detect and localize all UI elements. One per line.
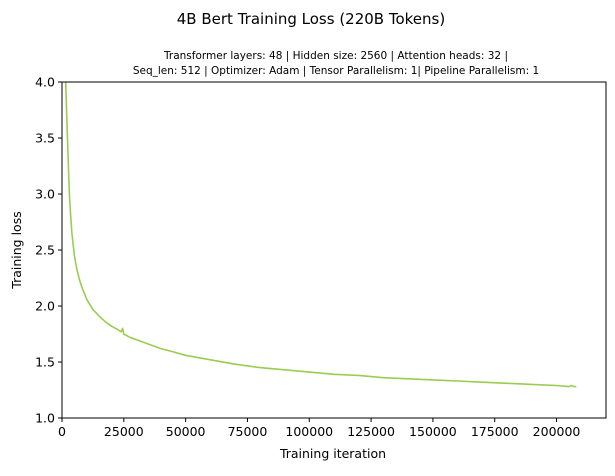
x-tick-label: 25000 xyxy=(104,424,144,439)
x-tick-label: 125000 xyxy=(347,424,395,439)
x-tick-label: 100000 xyxy=(285,424,333,439)
training-loss-line xyxy=(64,81,577,388)
y-tick-label: 3.0 xyxy=(35,187,55,202)
x-tick-label: 200000 xyxy=(533,424,581,439)
y-tick-label: 1.5 xyxy=(35,355,55,370)
x-tick-label: 150000 xyxy=(409,424,457,439)
chart-title: 4B Bert Training Loss (220B Tokens) xyxy=(177,10,445,28)
chart-subtitle-line-2: Seq_len: 512 | Optimizer: Adam | Tensor … xyxy=(133,65,539,77)
x-tick-label: 175000 xyxy=(471,424,519,439)
series-layer xyxy=(64,81,577,388)
y-axis-label: Training loss xyxy=(9,211,24,289)
x-tick-label: 50000 xyxy=(166,424,206,439)
y-tick-label: 1.0 xyxy=(35,411,55,426)
x-tick-label: 75000 xyxy=(228,424,268,439)
plot-frame xyxy=(61,81,607,419)
x-tick-label: 0 xyxy=(58,424,66,439)
tick-layer: 0 25000 50000 75000 100000 125000 150000 175000… xyxy=(35,75,580,440)
y-tick-label: 2.5 xyxy=(35,243,55,258)
y-tick-label: 3.5 xyxy=(35,131,55,146)
chart-subtitle-line-1: Transformer layers: 48 | Hidden size: 25… xyxy=(163,50,508,62)
x-axis-label: Training iteration xyxy=(279,446,386,461)
y-tick-label: 4.0 xyxy=(35,75,55,90)
y-tick-label: 2.0 xyxy=(35,299,55,314)
